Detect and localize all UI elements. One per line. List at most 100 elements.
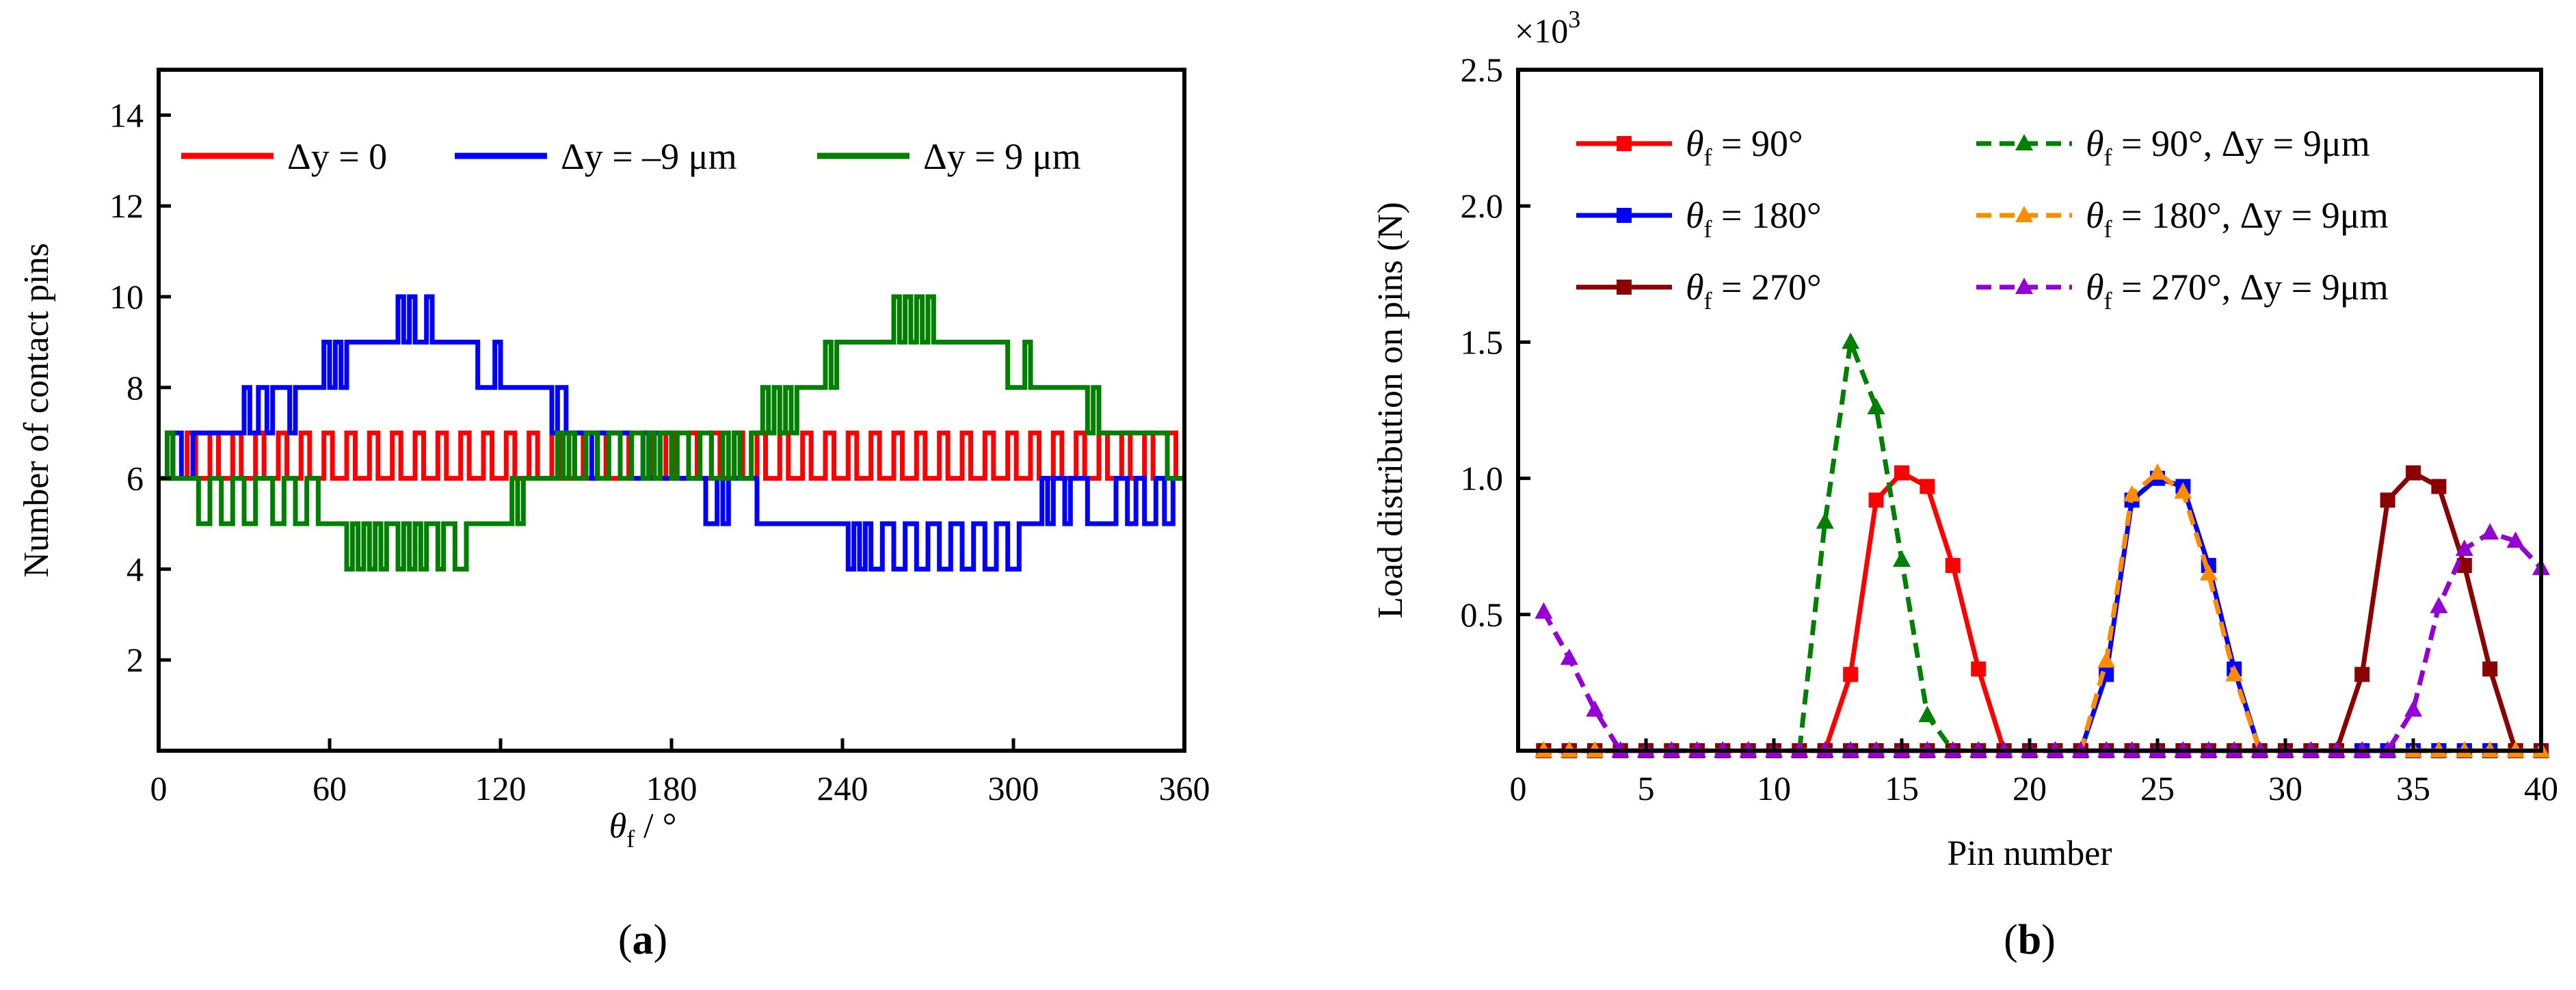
b-xtick-label: 20 [2013,769,2047,807]
panel-b-plot-area [1535,332,2550,758]
series-b-point [2506,531,2525,548]
series-b-point [1920,479,1935,494]
a-ytick-label: 2 [127,641,144,679]
series-b-point [1842,332,1860,349]
series-b-5 [1535,523,2550,758]
panel-b-ticks: 0 5 10 15 20 25 30 35 40 0.5 1.0 1.5 2.0 2.5 [1461,51,2559,807]
series-b-point [2354,667,2370,682]
panel-b-caption: (b) [2004,917,2056,963]
panel-b-xlabel: Pin number [1947,834,2112,873]
b-ytick-label: 1.5 [1461,323,1504,361]
b-ytick-label: 2.0 [1461,187,1504,225]
series-b-point [2380,492,2395,508]
series-b-point [2431,479,2447,494]
series-b-3 [1535,332,2550,758]
multiplier-exponent: 3 [1568,5,1580,33]
series-b-point [1893,550,1911,567]
series-b-1 [1536,470,2549,758]
series-b-point [1843,667,1859,682]
series-b-point [2149,463,2166,480]
legend-b-marker-5 [2015,278,2033,294]
legend-a-label-2: Δy = 9 μm [923,136,1081,177]
a-ytick-label: 6 [127,459,144,498]
panel-b-multiplier: ×103 [1515,5,1580,50]
panel-a-xlabel: θf / ° [609,807,677,853]
a-ytick-label: 4 [127,550,144,588]
panel-a-plot-area [159,294,1184,572]
b-ytick-label: 2.5 [1461,51,1504,89]
series-b-point [1816,512,1834,529]
legend-a-label-1: Δy = –9 μm [561,136,737,177]
b-xtick-label: 25 [2140,769,2175,807]
panel-a-caption: (a) [618,917,667,963]
legend-a-label-0: Δy = 0 [287,136,387,177]
series-b-point [2097,651,2116,668]
series-b-point [1894,465,1909,481]
a-xtick-label: 240 [817,769,868,807]
b-xtick-label: 15 [1885,769,1919,807]
a-xtick-label: 120 [475,769,527,807]
panel-a-ticks: 0 60 120 180 240 300 360 2 4 6 8 10 12 14 [109,96,1210,807]
b-xtick-label: 35 [2396,769,2430,807]
series-b-line-3 [1543,332,2541,753]
legend-b-label-5: θf = 270°, Δy = 9μm [2086,267,2389,315]
panel-b: 0 5 10 15 20 25 30 35 40 0.5 1.0 1.5 2.0 2.5 θf = 90°… [1371,5,2558,963]
b-ytick-label: 1.0 [1461,459,1504,498]
series-b-point [1586,700,1604,717]
series-b-point [1535,602,1553,619]
series-b-point [2199,564,2218,581]
series-b-point [2406,465,2421,481]
legend-b-label-4: θf = 180°, Δy = 9μm [2086,195,2389,243]
a-xtick-label: 0 [150,769,168,807]
b-ytick-label: 0.5 [1461,596,1504,634]
a-xtick-label: 180 [646,769,698,807]
legend-b-marker-2 [1617,280,1632,295]
series-b-point [2123,485,2141,502]
series-b-line-5 [1541,530,2543,753]
series-b-point [1867,398,1885,415]
multiplier-base: ×10 [1515,12,1568,50]
series-b-point [2481,523,2499,540]
panel-b-legend: θf = 90° θf = 180° θf = 270° θf = 90°, Δy =… [1576,123,2389,315]
legend-b-marker-3 [2015,134,2033,150]
series-b-line-0 [1543,470,2541,753]
panel-a-legend: Δy = 0 Δy = –9 μm Δy = 9 μm [181,136,1081,177]
legend-b-label-3: θf = 90°, Δy = 9μm [2086,123,2370,171]
series-b-4 [1535,463,2550,758]
series-b-point [2225,665,2244,682]
series-b-0 [1536,465,2549,758]
panel-a-ylabel: Number of contact pins [17,243,56,578]
series-b-point [2455,539,2473,557]
b-xtick-label: 40 [2524,769,2558,807]
series-b-point [2404,700,2422,717]
series-b-point [1918,706,1937,723]
panel-b-ylabel: Load distribution on pins (N) [1371,202,1410,619]
b-xtick-label: 0 [1510,769,1527,807]
series-b-point [2430,596,2448,613]
series-b-point [1971,661,1987,677]
a-ytick-label: 10 [109,278,144,316]
series-b-line-4 [1543,470,2541,753]
a-xtick-label: 60 [313,769,347,807]
legend-b-label-0: θf = 90° [1686,123,1803,171]
a-ytick-label: 8 [127,369,144,407]
legend-b-label-1: θf = 180° [1686,195,1822,243]
legend-b-marker-1 [1617,208,1632,223]
series-b-point [2482,661,2498,677]
series-b-point [1868,492,1884,508]
a-xtick-label: 300 [988,769,1039,807]
a-ytick-label: 12 [109,187,144,225]
b-xtick-label: 30 [2268,769,2302,807]
a-ytick-label: 14 [109,96,144,134]
series-b-line-1 [1543,475,2541,753]
legend-b-marker-0 [1617,136,1632,151]
legend-b-label-2: θf = 270° [1686,267,1822,315]
series-b-point [1945,558,1961,574]
b-xtick-label: 5 [1638,769,1655,807]
legend-b-marker-4 [2015,206,2033,222]
panel-b-frame [1516,68,2543,753]
series-b-2 [1536,465,2549,758]
series-a-2 [159,294,1184,572]
